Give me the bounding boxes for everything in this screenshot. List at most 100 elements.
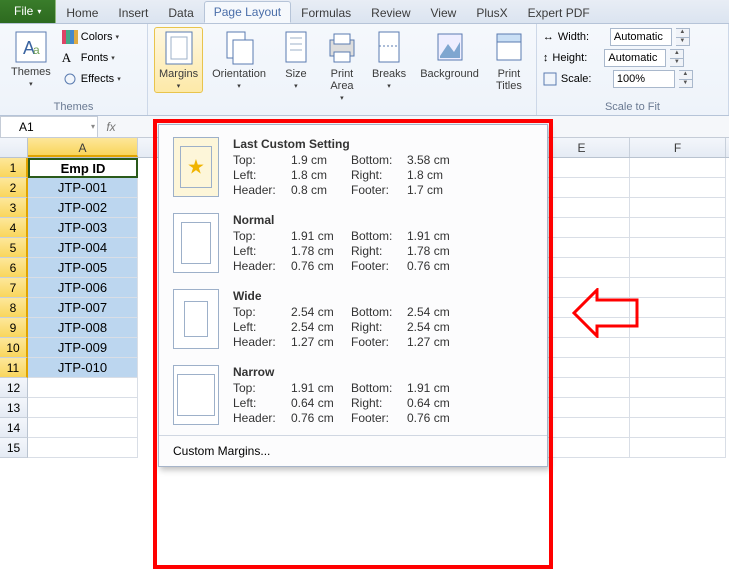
cell[interactable] (534, 258, 630, 278)
cell[interactable] (28, 378, 138, 398)
cell[interactable] (534, 378, 630, 398)
cell[interactable] (534, 338, 630, 358)
row-header[interactable]: 6 (0, 258, 28, 278)
cell[interactable] (534, 358, 630, 378)
cell[interactable]: JTP-007 (28, 298, 138, 318)
scale-width-input[interactable] (610, 28, 672, 46)
custom-margins-item[interactable]: Custom Margins... (159, 435, 547, 466)
cell[interactable]: JTP-009 (28, 338, 138, 358)
col-header-e[interactable]: E (534, 138, 630, 157)
select-all-corner[interactable] (0, 138, 28, 157)
fonts-icon: A (62, 50, 78, 66)
cell[interactable] (630, 198, 726, 218)
breaks-button[interactable]: Breaks▾ (367, 27, 411, 93)
cell[interactable] (534, 398, 630, 418)
orientation-button[interactable]: Orientation▾ (207, 27, 271, 93)
tab-expert-pdf[interactable]: Expert PDF (518, 1, 600, 23)
size-button[interactable]: Size▾ (275, 27, 317, 93)
cell[interactable] (534, 238, 630, 258)
tab-review[interactable]: Review (361, 1, 420, 23)
print-area-button[interactable]: Print Area▾ (321, 27, 363, 105)
tab-formulas[interactable]: Formulas (291, 1, 361, 23)
cell[interactable]: JTP-008 (28, 318, 138, 338)
margins-thumb-icon: ★ (173, 137, 219, 197)
cell[interactable] (534, 198, 630, 218)
row-header[interactable]: 2 (0, 178, 28, 198)
scale-pct-spinner[interactable]: ▲▼ (679, 70, 693, 88)
cell[interactable] (630, 158, 726, 178)
row-header[interactable]: 12 (0, 378, 28, 398)
cell[interactable] (630, 178, 726, 198)
cell[interactable] (630, 438, 726, 458)
cell[interactable] (630, 338, 726, 358)
cell[interactable] (28, 398, 138, 418)
row-header[interactable]: 11 (0, 358, 28, 378)
row-header[interactable]: 9 (0, 318, 28, 338)
margins-option-last-custom-setting[interactable]: ★Last Custom SettingTop:1.9 cmBottom:3.5… (159, 131, 547, 207)
row-header[interactable]: 15 (0, 438, 28, 458)
themes-button[interactable]: Aa Themes ▾ (6, 27, 56, 91)
cell[interactable]: JTP-002 (28, 198, 138, 218)
cell[interactable]: JTP-010 (28, 358, 138, 378)
cell[interactable] (630, 238, 726, 258)
cell-a1[interactable]: Emp ID (28, 158, 138, 178)
cell[interactable] (534, 158, 630, 178)
fx-icon[interactable]: fx (98, 120, 124, 134)
cell[interactable] (630, 318, 726, 338)
cell[interactable] (630, 218, 726, 238)
row-header[interactable]: 14 (0, 418, 28, 438)
row-header[interactable]: 3 (0, 198, 28, 218)
tab-insert[interactable]: Insert (108, 1, 158, 23)
cell[interactable] (28, 438, 138, 458)
margins-val-label: Right: (351, 396, 407, 410)
cell[interactable] (534, 178, 630, 198)
effects-button[interactable]: Effects▾ (60, 69, 123, 89)
cell[interactable]: JTP-003 (28, 218, 138, 238)
margins-option-wide[interactable]: WideTop:2.54 cmBottom:2.54 cmLeft:2.54 c… (159, 283, 547, 359)
tab-plusx[interactable]: PlusX (466, 1, 517, 23)
row-header[interactable]: 8 (0, 298, 28, 318)
row-header[interactable]: 7 (0, 278, 28, 298)
cell[interactable] (630, 378, 726, 398)
cell[interactable] (534, 418, 630, 438)
scale-pct-input[interactable] (613, 70, 675, 88)
tab-data[interactable]: Data (158, 1, 203, 23)
background-button[interactable]: Background (415, 27, 484, 83)
col-header-a[interactable]: A (28, 138, 138, 157)
row-header[interactable]: 4 (0, 218, 28, 238)
cell[interactable] (28, 418, 138, 438)
cell[interactable] (630, 398, 726, 418)
margins-button[interactable]: Margins▾ (154, 27, 203, 93)
file-tab[interactable]: File▾ (0, 0, 56, 23)
margins-option-narrow[interactable]: NarrowTop:1.91 cmBottom:1.91 cmLeft:0.64… (159, 359, 547, 435)
col-header-f[interactable]: F (630, 138, 726, 157)
scale-height-input[interactable] (604, 49, 666, 67)
name-box[interactable]: A1▾ (0, 116, 98, 138)
scale-height-spinner[interactable]: ▲▼ (670, 49, 684, 67)
colors-button[interactable]: Colors▾ (60, 27, 123, 47)
cell[interactable]: JTP-001 (28, 178, 138, 198)
tab-view[interactable]: View (421, 1, 467, 23)
tab-page-layout[interactable]: Page Layout (204, 1, 291, 23)
margins-option-details: Last Custom SettingTop:1.9 cmBottom:3.58… (233, 137, 533, 197)
cell[interactable] (534, 218, 630, 238)
scale-width-spinner[interactable]: ▲▼ (676, 28, 690, 46)
cell[interactable]: JTP-005 (28, 258, 138, 278)
cell[interactable] (630, 278, 726, 298)
cell[interactable] (630, 258, 726, 278)
cell[interactable] (630, 298, 726, 318)
print-area-icon (326, 30, 358, 66)
cell[interactable] (630, 358, 726, 378)
cell[interactable] (630, 418, 726, 438)
cell[interactable]: JTP-004 (28, 238, 138, 258)
margins-option-normal[interactable]: NormalTop:1.91 cmBottom:1.91 cmLeft:1.78… (159, 207, 547, 283)
cell[interactable] (534, 438, 630, 458)
fonts-button[interactable]: AFonts▾ (60, 48, 123, 68)
row-header[interactable]: 1 (0, 158, 28, 178)
row-header[interactable]: 13 (0, 398, 28, 418)
row-header[interactable]: 10 (0, 338, 28, 358)
cell[interactable]: JTP-006 (28, 278, 138, 298)
tab-home[interactable]: Home (56, 1, 108, 23)
row-header[interactable]: 5 (0, 238, 28, 258)
print-titles-button[interactable]: Print Titles (488, 27, 530, 95)
